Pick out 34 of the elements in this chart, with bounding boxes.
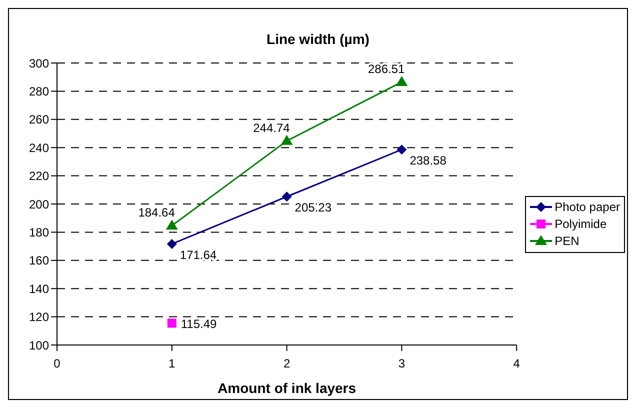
point [282, 192, 292, 202]
y-tick-label: 260 [28, 112, 50, 127]
x-tick-label: 2 [283, 356, 290, 371]
x-tick-label: 0 [54, 356, 61, 371]
y-tick-label: 280 [28, 84, 50, 98]
point [280, 134, 293, 145]
legend-label: Polyimide [554, 217, 607, 231]
x-tick-label: 4 [513, 356, 520, 371]
y-tick-label: 300 [28, 56, 50, 70]
point [167, 318, 176, 328]
point [166, 238, 177, 249]
x-axis-title: Amount of ink layers [218, 380, 356, 396]
y-tick-label: 100 [28, 338, 50, 352]
y-tick-label: 160 [28, 254, 50, 268]
legend-label: Photo paper [554, 200, 620, 214]
y-tick-label: 200 [28, 197, 50, 212]
data-label: 244.74 [253, 120, 290, 135]
y-tick-label: 120 [28, 310, 50, 324]
y-tick-label: 140 [28, 282, 50, 296]
x-tick-label: 1 [168, 356, 176, 371]
y-tick-label: 240 [28, 140, 50, 155]
legend-label: PEN [554, 234, 580, 248]
data-label: 171.64 [180, 248, 217, 262]
chart-title: Line width (µm) [266, 31, 370, 49]
point [396, 144, 407, 155]
point [396, 76, 408, 86]
y-tick-label: 180 [28, 225, 50, 240]
data-label: 286.51 [368, 62, 406, 76]
x-tick-label: 3 [398, 356, 406, 371]
y-tick-label: 220 [28, 169, 50, 184]
data-label: 115.49 [180, 317, 218, 332]
data-label: 238.58 [410, 154, 447, 168]
point [166, 220, 178, 230]
data-label: 184.64 [138, 206, 176, 220]
